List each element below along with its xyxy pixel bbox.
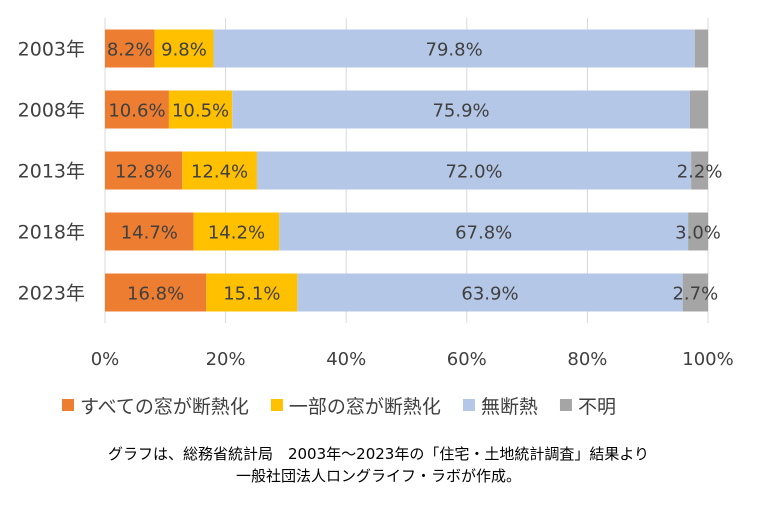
bar-segment [213,29,695,68]
category-label: 2023年 [18,283,85,305]
data-label: 3.0% [675,223,721,244]
x-tick-label: 20% [206,349,246,370]
data-label: 79.8% [426,40,483,61]
data-label: 2.2% [677,162,723,183]
stacked-bar-chart: 0% 20% 40% 60% 80% 100% 2003年 8.2% 9.8% 79.8% 2008… [18,18,734,418]
data-label: 75.9% [432,101,489,122]
bar-segment [105,151,183,190]
legend-label: 不明 [578,396,616,418]
bar-segment [691,151,708,190]
legend-swatch [270,399,283,411]
bar-segment [105,273,207,312]
data-label: 15.1% [223,284,280,305]
bar-segment [688,212,708,251]
x-tick-label: 0% [91,349,120,370]
category-label: 2018年 [18,222,85,244]
data-label: 63.9% [461,284,518,305]
x-tick-label: 80% [567,349,607,370]
legend-swatch [62,399,74,411]
data-label: 16.8% [127,284,184,305]
data-label: 14.7% [121,223,178,244]
bar-segment [182,151,257,190]
data-label: 72.0% [445,162,502,183]
data-label: 67.8% [455,223,512,244]
bar-segment [105,212,194,251]
data-label: 14.2% [208,223,265,244]
legend-swatch [559,399,572,411]
data-label: 10.5% [172,101,229,122]
data-label: 2.7% [672,284,718,305]
x-tick-label: 40% [326,349,366,370]
data-label: 10.6% [108,101,165,122]
bar-segment [279,212,689,251]
data-label: 8.2% [107,40,153,61]
source-caption-line-1: グラフは、総務省統計局 2003年〜2023年の「住宅・土地統計調査」結果より [107,445,650,463]
legend-swatch [462,399,475,411]
bar-segment [297,273,683,312]
bar-segment [193,212,280,251]
bar-segment [694,29,708,68]
legend-label: すべての窓が断熱化 [80,396,249,418]
source-caption-line-2: 一般社団法人ロングライフ・ラボが作成。 [235,467,521,485]
x-tick-label: 100% [682,349,733,370]
category-label: 2008年 [18,100,85,122]
bar-segment [105,29,155,68]
data-label: 12.4% [191,162,248,183]
legend-label: 無断熱 [481,396,538,418]
bar-segment [154,29,214,68]
bar-segment [682,273,708,312]
data-label: 9.8% [161,40,207,61]
bar-segment [232,90,690,129]
category-label: 2013年 [18,161,85,183]
bar-segment [689,90,708,129]
bar-segment [105,90,169,129]
data-label: 12.8% [115,162,172,183]
legend-label: 一部の窓が断熱化 [289,396,441,418]
bar-segment [206,273,298,312]
bar-segment [256,151,692,190]
category-label: 2003年 [18,39,85,61]
x-tick-label: 60% [447,349,487,370]
bar-segment [168,90,233,129]
